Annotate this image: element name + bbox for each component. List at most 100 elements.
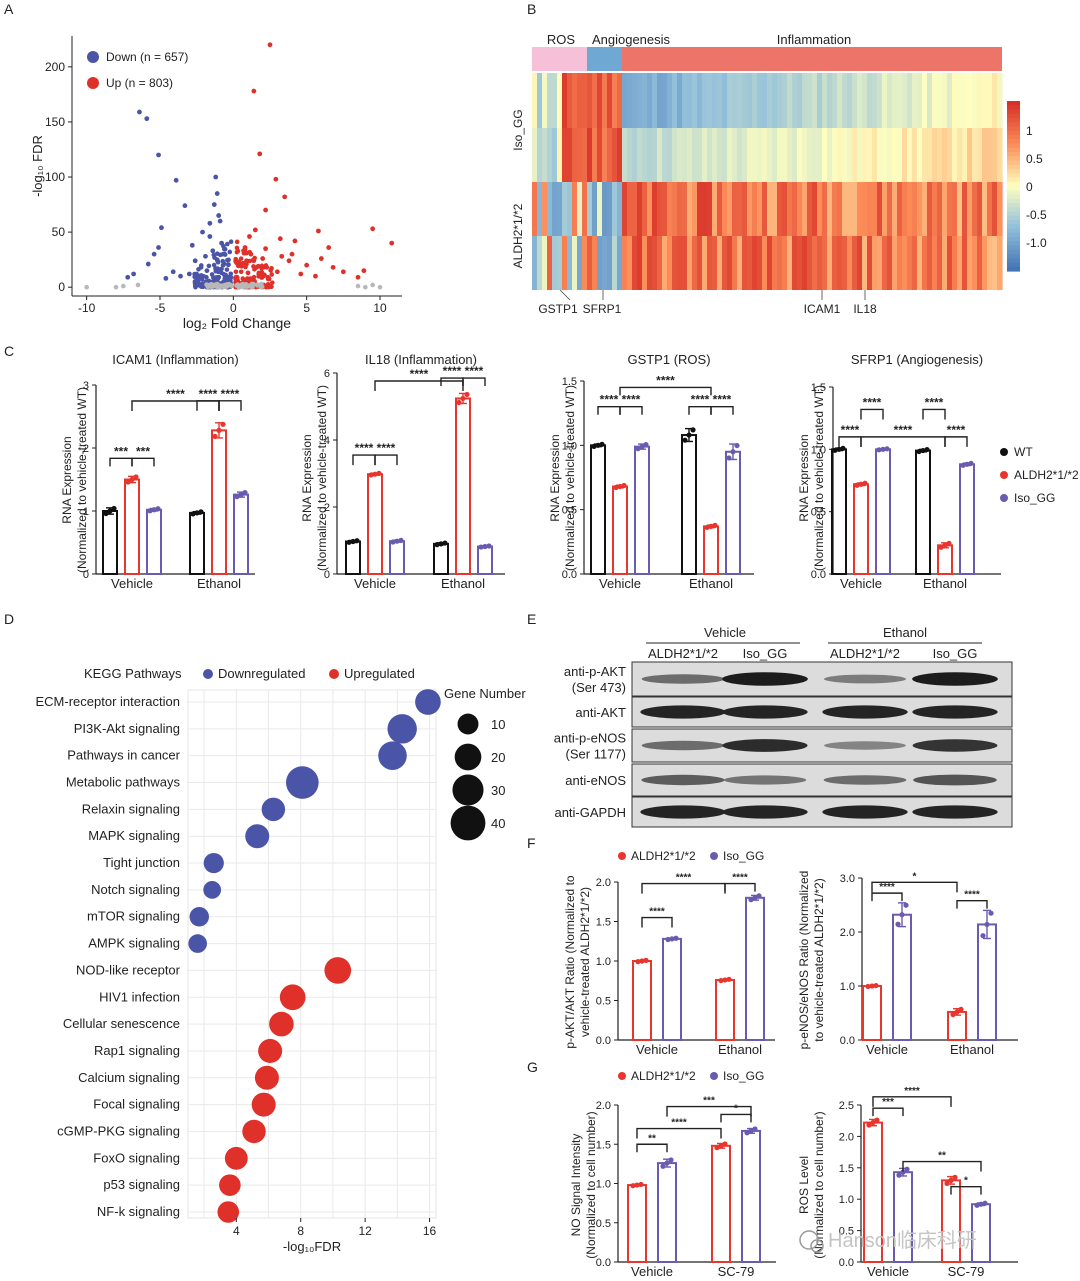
heatmap-cell [757,236,763,290]
x-tick-label: 5 [303,301,310,315]
volcano-point-up [263,246,268,252]
sig-bracket [131,400,220,411]
heatmap-cell [967,128,973,182]
heatmap-cell [732,182,738,236]
heatmap-cell [582,73,588,128]
colorbar-step [1007,152,1020,157]
sig-bracket [902,1160,982,1172]
panel-letter-c: C [4,343,14,359]
y-tick-label: 2 [83,443,89,455]
replicate-point [960,462,966,468]
heatmap-cell [837,128,843,182]
colorbar-step [1007,181,1020,187]
heatmap-cell [557,236,563,290]
x-category-label: SC-79 [948,1264,985,1279]
heatmap-cell [682,73,688,128]
heatmap-cell [767,236,773,290]
y-tick-label: 0.0 [840,1035,855,1047]
heatmap-cell [617,73,623,128]
gene-label: IL18 [853,302,877,316]
heatmap-cell [602,236,608,290]
heatmap-cell [797,73,803,128]
heatmap-cell [982,236,988,290]
heatmap-cell [702,73,708,128]
blot-band [723,775,807,785]
heatmap-cell [967,182,973,236]
subplot-title: ICAM1 (Inflammation) [112,352,238,367]
pathway-point [224,1146,248,1170]
colorbar-step [1007,224,1020,230]
heatmap-cell [672,128,678,182]
heatmap-cell [997,236,1003,290]
sig-label: *** [882,1097,894,1108]
heatmap-cell [622,73,628,128]
colorbar-step [1007,232,1020,238]
volcano-point-up [257,151,263,157]
blot-band [913,774,997,786]
blot-lane-label: ALDH2*1/*2 [648,646,718,661]
volcano-point-up [277,236,283,242]
heatmap-cell [717,182,723,236]
heatmap-cell [927,236,933,290]
heatmap-cell [847,236,853,290]
heatmap-cell [727,128,733,182]
volcano-point-down [195,274,201,280]
heatmap-cell [792,182,798,236]
x-category-label: Vehicle [867,1264,909,1279]
volcano-point [201,274,206,279]
y-axis-label: vehicle-treated ALDH2*1/*2) [578,887,592,1037]
replicate-point [368,472,374,478]
heatmap-cell [647,236,653,290]
heatmap-cell [922,182,928,236]
heatmap-cell [667,182,673,236]
pathway-label: Pathways in cancer [67,748,180,763]
volcano-point-up [292,238,298,244]
replicate-point [726,455,732,461]
y-tick-label: 1.5 [839,1163,854,1175]
watermark-logo [810,1239,824,1253]
heatmap-cell [977,182,983,236]
volcano-point-down [178,273,183,279]
replicate-point [376,470,382,476]
replicate-point [630,1183,636,1189]
heatmap-cell [927,73,933,128]
heatmap-cell [972,236,978,290]
heatmap-cell [542,73,548,128]
blot-row-label: anti-eNOS [565,773,626,788]
heatmap-cell [707,236,713,290]
heatmap-cell [632,73,638,128]
volcano-point-up [304,262,310,268]
y-tick-label: 0.5 [811,507,826,519]
sig-label: **** [355,441,374,455]
colorbar-step [1007,147,1020,153]
colorbar-step [1007,254,1020,259]
heatmap-cell [907,128,913,182]
pathway-point [254,1065,279,1090]
heatmap-cell [917,182,923,236]
volcano-point [233,269,239,275]
volcano-point-ns [208,284,214,289]
heatmap-cell [862,182,868,236]
heatmap-cell [747,128,753,182]
heatmap-cell [927,182,933,236]
sig-label: ** [648,1133,656,1144]
heatmap-cell [882,182,888,236]
legend-label: Iso_GG [723,1069,764,1083]
heatmap-cell [787,73,793,128]
sig-bracket [688,406,712,415]
volcano-point-ns [240,281,245,287]
heatmap-cell [697,236,703,290]
sig-label: **** [964,890,980,901]
pathway-point [378,741,407,770]
heatmap-cell [857,128,863,182]
heatmap-cell [962,182,968,236]
bar [657,1162,677,1263]
heatmap-cell [542,236,548,290]
pathway-label: AMPK signaling [88,936,180,951]
plot-area [187,689,437,1219]
sig-label: **** [894,423,913,437]
legend-marker-up [87,77,99,89]
pathway-point [242,1119,266,1144]
heatmap-cell [942,182,948,236]
panel-g-1: 0.0 0.5 1.0 1.5 2.0 2.5 Vehicle SC-79 ROS Level(… [797,1086,1018,1279]
